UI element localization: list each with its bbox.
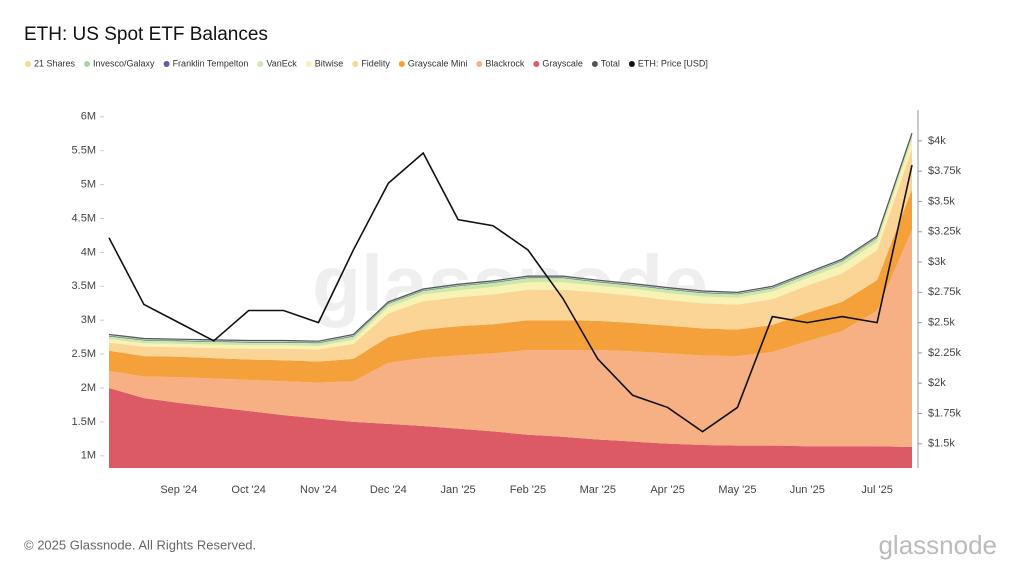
y-tick-label: 4.5M: [72, 212, 96, 224]
y-tick-label: 2.5M: [72, 348, 96, 360]
legend-label: Bitwise: [315, 58, 344, 68]
y2-tick-label: $4k: [928, 135, 946, 147]
legend-label: Grayscale Mini: [408, 58, 468, 68]
y-tick-label: 5M: [81, 178, 96, 190]
y2-tick-label: $3.5k: [928, 195, 955, 207]
legend-swatch: [591, 61, 598, 67]
legend: 21 Shares Invesco/Galaxy Franklin Tempelto…: [25, 58, 708, 68]
legend-swatch: [533, 61, 540, 67]
plot-area: [108, 132, 913, 468]
chart-title: ETH: US Spot ETF Balances: [24, 24, 268, 45]
x-tick-label: Sep '24: [160, 484, 197, 496]
y2-tick-label: $3k: [928, 256, 946, 268]
legend-label: Franklin Tempelton: [173, 58, 249, 68]
x-tick-label: May '25: [718, 484, 756, 496]
y2-tick-label: $2.75k: [928, 286, 962, 298]
legend-swatch: [628, 61, 635, 67]
y2-tick-label: $2.5k: [928, 317, 955, 329]
legend-swatch: [25, 61, 31, 67]
x-tick-label: Jun '25: [790, 484, 825, 496]
x-tick-label: Mar '25: [580, 484, 616, 496]
area: [109, 230, 912, 447]
y-tick-label: 3.5M: [72, 280, 96, 292]
y-tick-label: 4M: [81, 246, 96, 258]
y-tick-label: 2M: [81, 382, 96, 394]
y2-tick-label: $3.75k: [928, 165, 962, 177]
area: [109, 139, 912, 350]
y-tick-label: 5.5M: [72, 145, 96, 157]
area: [109, 148, 912, 362]
x-tick-label: Apr '25: [650, 484, 685, 496]
logo: glassnode: [878, 530, 997, 560]
y-tick-label: 1.5M: [72, 416, 96, 428]
y2-tick-label: $2k: [928, 377, 946, 389]
legend-swatch: [84, 61, 91, 67]
x-tick-label: Dec '24: [370, 484, 407, 496]
legend-label: VanEck: [266, 58, 297, 68]
legend-label: Total: [601, 58, 620, 68]
footer: © 2025 Glassnode. All Rights Reserved.: [24, 537, 256, 552]
y2-tick-label: $2.25k: [928, 347, 962, 359]
y-tick-label: 6M: [81, 111, 96, 123]
line: [108, 132, 913, 342]
x-tick-label: Oct '24: [231, 484, 266, 496]
legend-swatch: [163, 61, 170, 67]
y2-tick-label: $1.75k: [928, 407, 962, 419]
legend-label: Invesco/Galaxy: [93, 58, 155, 68]
legend-swatch: [398, 61, 405, 67]
line: [108, 151, 913, 433]
area: [109, 387, 912, 468]
y-tick-label: 1M: [81, 450, 96, 462]
legend-swatch: [352, 61, 359, 67]
legend-label: ETH: Price [USD]: [638, 58, 708, 68]
x-tick-label: Nov '24: [300, 484, 337, 496]
legend-swatch: [476, 61, 483, 67]
legend-label: 21 Shares: [34, 58, 76, 68]
x-tick-label: Jul '25: [861, 484, 892, 496]
legend-swatch: [257, 61, 264, 67]
legend-swatch: [305, 61, 312, 67]
x-tick-label: Feb '25: [510, 484, 546, 496]
y-tick-label: 3M: [81, 314, 96, 326]
x-tick-label: Jan '25: [441, 484, 476, 496]
y2-tick-label: $1.5k: [928, 438, 955, 450]
legend-label: Fidelity: [361, 58, 390, 68]
y2-tick-label: $3.25k: [928, 226, 962, 238]
legend-label: Blackrock: [485, 58, 525, 68]
area: [109, 189, 912, 383]
legend-label: Grayscale: [542, 58, 583, 68]
